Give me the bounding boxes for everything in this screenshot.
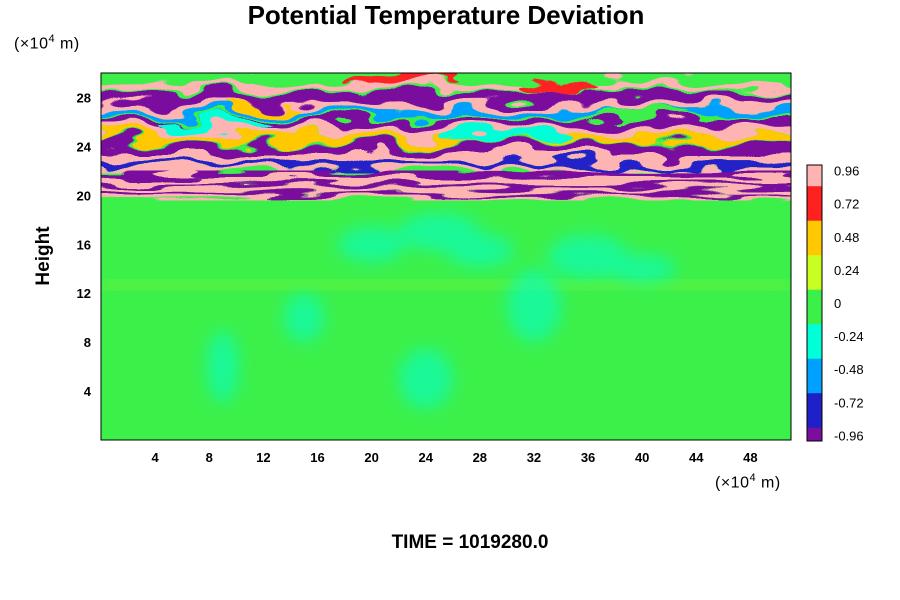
colorbar-segment <box>807 261 822 269</box>
y-tick-label: 28 <box>77 90 91 105</box>
colorbar: -0.96 -0.72 -0.48 -0.24 0 0.24 0.48 0.72 0.96 <box>806 164 864 443</box>
colorbar-segment <box>807 316 822 325</box>
field-upper-layer <box>101 73 791 174</box>
x-tick-label: 8 <box>206 450 213 465</box>
y-tick-label: 4 <box>84 384 92 399</box>
x-tick-label: 44 <box>689 450 704 465</box>
x-tick-label: 16 <box>310 450 324 465</box>
colorbar-segment <box>807 185 822 194</box>
x-tick-label: 20 <box>364 450 378 465</box>
colorbar-frame <box>806 164 823 442</box>
colorbar-segment <box>807 392 822 401</box>
plot-frame <box>100 72 792 441</box>
colorbar-segment <box>807 309 822 318</box>
field-eddies <box>206 212 676 409</box>
colorbar-segment <box>807 220 822 228</box>
colorbar-segment <box>807 365 822 373</box>
colorbar-segment <box>807 213 822 221</box>
y-tick-label: 8 <box>84 335 91 350</box>
colorbar-segment <box>807 330 822 338</box>
colorbar-segment <box>807 337 822 345</box>
x-tick-label: 28 <box>473 450 487 465</box>
colorbar-tick-label: 0.48 <box>834 230 859 245</box>
y-tick-label: 20 <box>77 188 91 203</box>
colorbar-tick-label: 0.96 <box>834 164 859 179</box>
x-tick-label: 40 <box>635 450 649 465</box>
field-layer <box>101 73 791 440</box>
colorbar-tick-label: -0.96 <box>834 428 864 443</box>
colorbar-segment <box>807 399 822 407</box>
time-label: TIME = 1019280.0 <box>391 532 549 553</box>
x-tick-label: 36 <box>581 450 595 465</box>
x-tick-label: 12 <box>256 450 270 465</box>
colorbar-segment <box>807 372 822 380</box>
y-tick-label: 12 <box>77 286 91 301</box>
colorbar-segment <box>807 323 822 332</box>
colorbar-segment <box>807 171 822 180</box>
x-axis-unit: (×104 m) <box>715 472 781 492</box>
colorbar-tick-label: -0.24 <box>834 329 864 344</box>
colorbar-segment <box>807 296 822 304</box>
colorbar-segment <box>807 344 822 352</box>
field-stratified-bands <box>101 170 791 201</box>
chart-title: Potential Temperature Deviation <box>247 0 645 30</box>
x-tick-label: 4 <box>152 450 160 465</box>
colorbar-segment <box>807 358 822 366</box>
colorbar-tick-label: -0.72 <box>834 395 864 410</box>
x-tick-label: 32 <box>527 450 541 465</box>
x-tick-label: 48 <box>743 450 757 465</box>
colorbar-segment <box>807 199 822 207</box>
colorbar-tick-label: 0.72 <box>834 197 859 212</box>
colorbar-segment <box>807 268 822 276</box>
colorbar-tick-label: 0 <box>834 296 841 311</box>
colorbar-segment <box>807 247 822 256</box>
colorbar-segment <box>807 206 822 214</box>
y-axis-unit: (×104 m) <box>14 33 80 53</box>
y-tick-label: 16 <box>77 237 91 252</box>
colorbar-segment <box>807 413 822 421</box>
colorbar-segment <box>807 275 822 283</box>
x-tick-label: 24 <box>418 450 433 465</box>
colorbar-segment <box>807 406 822 414</box>
colorbar-segment <box>807 289 822 297</box>
colorbar-tick-label: 0.24 <box>834 263 859 278</box>
colorbar-segment <box>807 420 822 428</box>
colorbar-segment <box>807 165 822 173</box>
y-tick-label: 24 <box>77 139 92 154</box>
field-band-12 <box>101 281 791 290</box>
colorbar-segment <box>807 240 822 249</box>
colorbar-segment <box>807 282 822 290</box>
colorbar-segment <box>807 434 822 442</box>
colorbar-segment <box>807 378 822 387</box>
colorbar-segment <box>807 427 822 435</box>
colorbar-segment <box>807 351 822 359</box>
colorbar-segment <box>807 303 822 311</box>
colorbar-segment <box>807 254 822 263</box>
colorbar-segment <box>807 234 822 242</box>
colorbar-segment <box>807 227 822 235</box>
colorbar-segment <box>807 192 822 200</box>
colorbar-segment <box>807 178 822 187</box>
colorbar-segment <box>807 385 822 394</box>
colorbar-tick-label: -0.48 <box>834 362 864 377</box>
